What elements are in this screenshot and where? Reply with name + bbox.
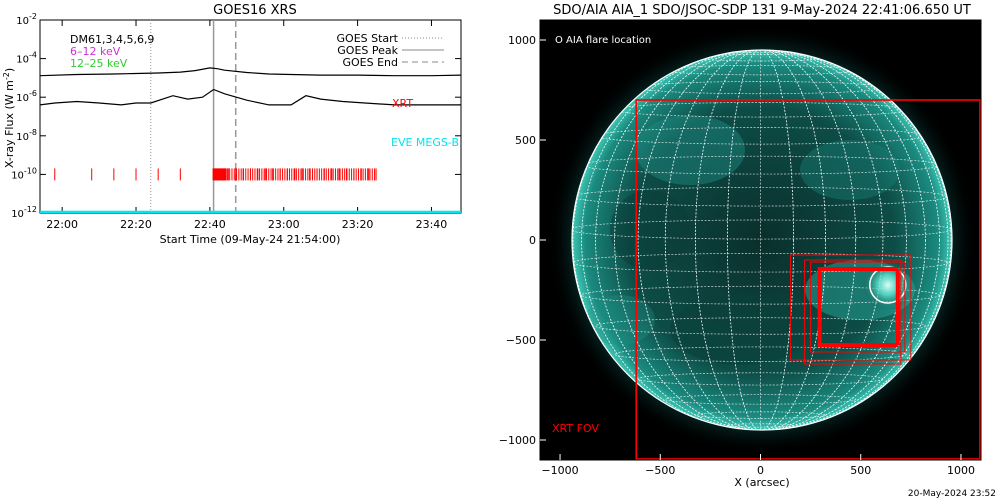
band-label-6-12kev: 6–12 keV xyxy=(70,45,121,58)
left-y-tick-label: 10-6 xyxy=(16,89,37,104)
left-x-tick-label: 22:20 xyxy=(120,218,152,231)
footer-timestamp: 20-May-2024 23:52 xyxy=(908,489,996,499)
band-label-dm61: DM61,3,4,5,6,9 xyxy=(70,33,154,46)
right-chart-title: SDO/AIA AIA_1 SDO/JSOC-SDP 131 9-May-202… xyxy=(553,3,971,18)
legend-goes-peak: GOES Peak xyxy=(337,44,398,57)
longitude-line xyxy=(572,50,952,430)
right-y-tick-label: −500 xyxy=(506,334,536,347)
right-x-tick-label: 0 xyxy=(757,464,764,477)
legend-goes-end: GOES End xyxy=(342,56,398,69)
heliographic-grid xyxy=(572,50,952,430)
legend-goes-start: GOES Start xyxy=(337,32,399,45)
longitude-line xyxy=(695,50,826,430)
xrt-fov-box xyxy=(804,259,902,365)
left-y-tick-label: 10-12 xyxy=(11,205,37,220)
left-x-tick-label: 23:40 xyxy=(416,218,448,231)
goes-event-lines xyxy=(150,20,237,213)
left-x-tick-label: 22:40 xyxy=(194,218,226,231)
xrt-fov-label: XRT FOV xyxy=(552,422,599,435)
left-chart-title: GOES16 XRS xyxy=(213,3,297,18)
band-label-12-25kev: 12–25 keV xyxy=(70,57,128,70)
xrt-fov-boxes xyxy=(635,99,981,460)
left-x-tick-label: 23:00 xyxy=(268,218,300,231)
solar-limb xyxy=(571,49,953,431)
xrt-fov-box xyxy=(819,269,900,345)
longitude-line xyxy=(581,50,940,430)
latitude-line xyxy=(572,219,952,240)
left-x-tick-label: 23:20 xyxy=(342,218,374,231)
xrt-series-label: XRT xyxy=(392,97,413,110)
right-y-tick-label: −1000 xyxy=(499,434,536,447)
longitude-line xyxy=(664,50,857,430)
left-series xyxy=(40,67,461,213)
solar-disk xyxy=(572,50,952,430)
longitude-line xyxy=(637,50,884,430)
right-y-tick-label: 1000 xyxy=(508,34,536,47)
latitude-line xyxy=(614,346,907,362)
left-x-axis-label: Start Time (09-May-24 21:54:00) xyxy=(160,233,341,246)
right-y-tick-label: 0 xyxy=(529,234,536,247)
left-y-tick-label: 10-4 xyxy=(16,51,37,66)
xrt-observation-ticks xyxy=(54,168,377,181)
left-y-tick-label: 10-8 xyxy=(16,128,37,143)
right-x-tick-label: 1000 xyxy=(947,464,975,477)
longitude-line xyxy=(727,50,794,430)
xrt-tick-block xyxy=(212,168,227,181)
xrt-fov-box xyxy=(810,261,906,353)
goes-flux-line-1 xyxy=(40,67,461,77)
xrt-fov-box xyxy=(790,254,912,361)
band-labels: DM61,3,4,5,6,9 6–12 keV 12–25 keV xyxy=(70,33,154,70)
flare-legend: O AIA flare location xyxy=(555,35,651,46)
left-y-tick-label: 10-2 xyxy=(16,12,37,27)
goes-flux-line-2 xyxy=(40,88,461,106)
right-x-tick-label: 500 xyxy=(850,464,871,477)
right-x-tick-label: −500 xyxy=(645,464,675,477)
right-x-tick-label: −1000 xyxy=(541,464,578,477)
right-axis-ticks: −1000 −500 0 500 1000 1000 500 0 −500 −1000 xyxy=(499,34,975,477)
latitude-line xyxy=(581,285,940,305)
longitude-line xyxy=(614,50,907,430)
xrt-fov-box xyxy=(817,267,898,347)
longitude-line xyxy=(572,50,949,430)
right-y-tick-label: 500 xyxy=(515,134,536,147)
xrt-fov-box xyxy=(635,99,981,460)
right-x-axis-label: X (arcsec) xyxy=(734,476,789,489)
left-y-axis-label: X-ray Flux (W m-2) xyxy=(2,68,16,168)
longitude-line xyxy=(595,50,926,430)
eve-series-label: EVE MEGS-B xyxy=(391,136,459,149)
goes-legend: GOES Start GOES Peak GOES End xyxy=(337,32,444,69)
left-x-tick-label: 22:00 xyxy=(46,218,78,231)
left-y-tick-label: 10-10 xyxy=(11,166,37,181)
